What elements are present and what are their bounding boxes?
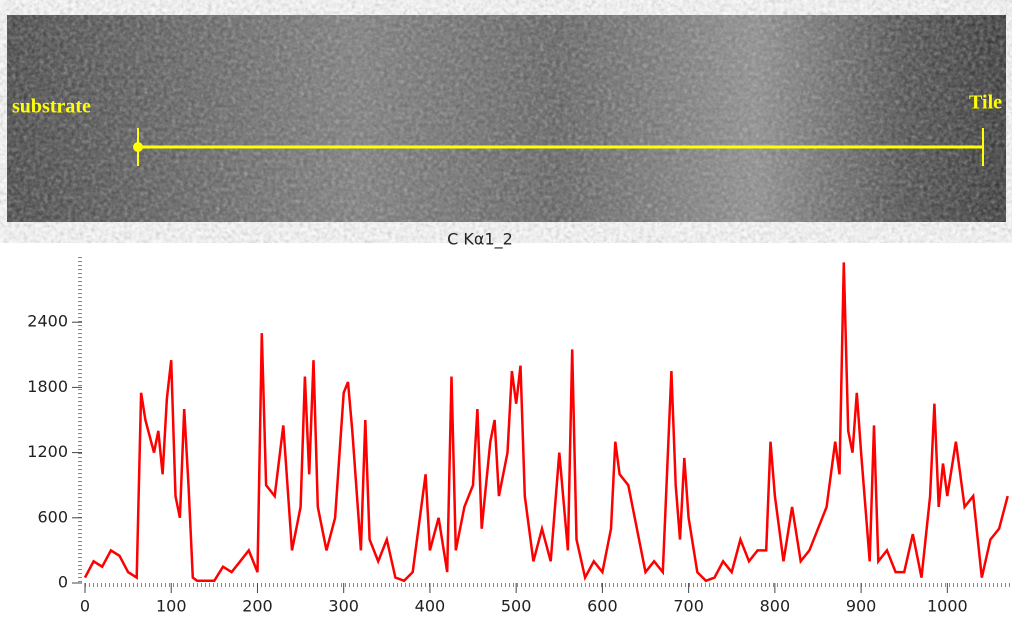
- sem-image: substrate Tile: [7, 15, 1006, 222]
- y-tick-label: 1200: [27, 442, 68, 461]
- y-tick-label: 0: [58, 573, 68, 592]
- x-tick-label: 0: [80, 597, 90, 616]
- y-tick-label: 600: [37, 507, 68, 526]
- tile-label: Tile: [969, 92, 1002, 114]
- x-tick-label: 800: [760, 597, 791, 616]
- substrate-label: substrate: [12, 96, 91, 118]
- x-tick-label: 1000: [927, 597, 968, 616]
- chart-title: C Kα1_2: [447, 230, 513, 250]
- y-tick-label: 1800: [27, 377, 68, 396]
- x-tick-label: 900: [846, 597, 877, 616]
- x-tick-label: 400: [415, 597, 446, 616]
- y-tick-label: 2400: [27, 312, 68, 331]
- x-tick-label: 700: [673, 597, 704, 616]
- x-tick-label: 500: [501, 597, 532, 616]
- x-tick-label: 600: [587, 597, 618, 616]
- x-tick-label: 100: [156, 597, 187, 616]
- x-tick-label: 200: [242, 597, 273, 616]
- x-tick-label: 300: [328, 597, 359, 616]
- data-line: [83, 262, 1009, 583]
